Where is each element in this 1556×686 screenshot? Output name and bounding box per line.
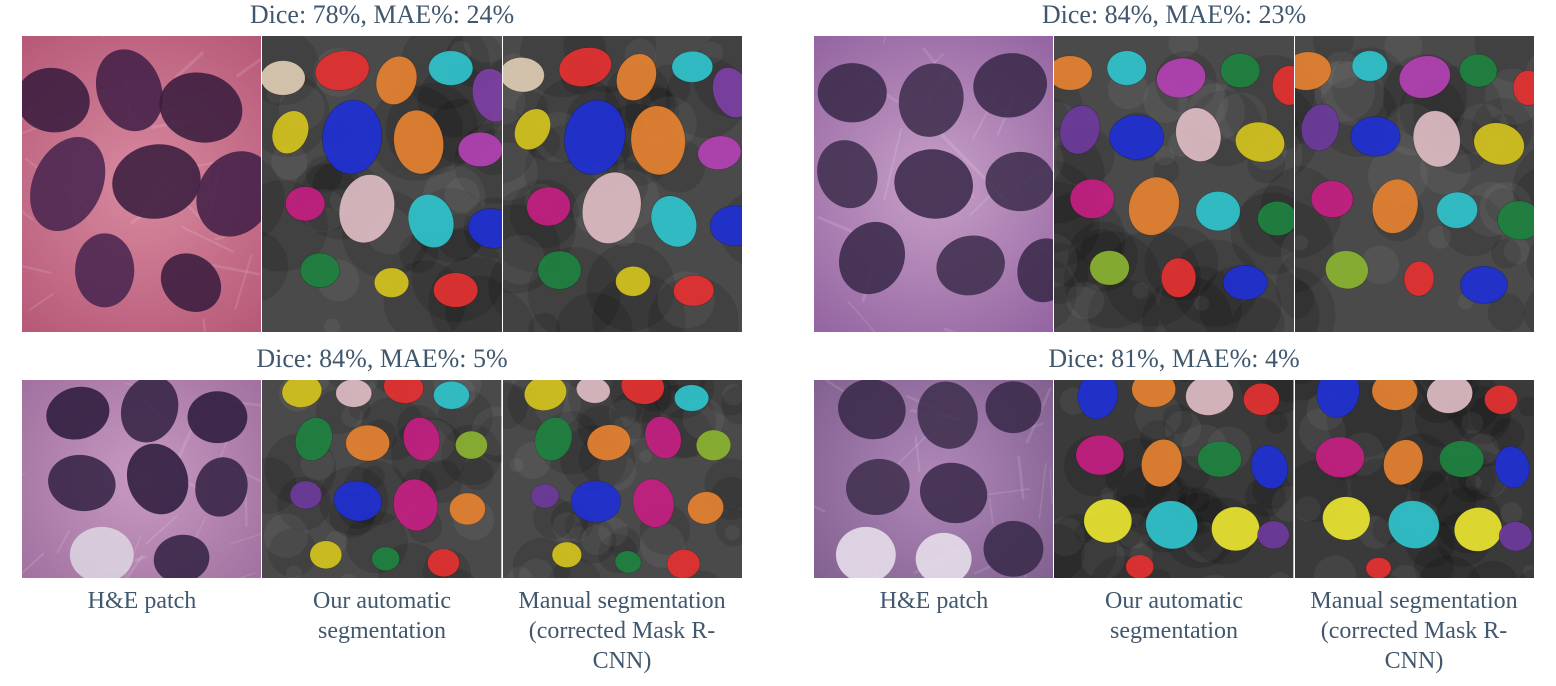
manual-seg-panel xyxy=(1295,380,1534,578)
caption-text: segmentation xyxy=(318,618,446,644)
metric-label: Dice: 78%, MAE%: 24% xyxy=(250,0,514,30)
caption-text: H&E patch xyxy=(88,588,197,614)
caption-col3: Manual segmentation (corrected Mask R-CN… xyxy=(502,586,742,676)
caption-text: H&E patch xyxy=(880,588,989,614)
column-captions: H&E patch Our automatic segmentation Man… xyxy=(22,586,742,676)
caption-col2: Our automatic segmentation xyxy=(1054,586,1294,676)
caption-col2: Our automatic segmentation xyxy=(262,586,502,676)
caption-text: (corrected Mask R-CNN) xyxy=(1321,618,1508,674)
metric-label: Dice: 84%, MAE%: 23% xyxy=(1042,0,1306,30)
caption-text: (corrected Mask R-CNN) xyxy=(529,618,716,674)
caption-text: Manual segmentation xyxy=(1310,588,1517,614)
he-patch-panel xyxy=(22,36,262,332)
metric-label: Dice: 84%, MAE%: 5% xyxy=(256,344,507,374)
manual-seg-panel xyxy=(1295,36,1534,332)
triptych xyxy=(22,380,742,578)
he-patch-panel xyxy=(814,380,1054,578)
figure-cell-0: Dice: 78%, MAE%: 24% xyxy=(22,0,742,332)
caption-text: Our automatic xyxy=(313,588,451,614)
triptych xyxy=(814,380,1534,578)
caption-col1: H&E patch xyxy=(22,586,262,676)
manual-seg-panel xyxy=(503,380,742,578)
caption-text: segmentation xyxy=(1110,618,1238,644)
caption-col3: Manual segmentation (corrected Mask R-CN… xyxy=(1294,586,1534,676)
figure-cell-2: Dice: 84%, MAE%: 5% H&E patch Our automa… xyxy=(22,344,742,676)
auto-seg-panel xyxy=(262,36,502,332)
he-patch-panel xyxy=(814,36,1054,332)
figure-cell-1: Dice: 84%, MAE%: 23% xyxy=(814,0,1534,332)
caption-text: Our automatic xyxy=(1105,588,1243,614)
triptych xyxy=(22,36,742,332)
metric-label: Dice: 81%, MAE%: 4% xyxy=(1048,344,1299,374)
figure-grid: Dice: 78%, MAE%: 24% Dice: 84%, MAE%: 23… xyxy=(0,0,1556,686)
manual-seg-panel xyxy=(503,36,742,332)
caption-col1: H&E patch xyxy=(814,586,1054,676)
auto-seg-panel xyxy=(262,380,502,578)
auto-seg-panel xyxy=(1054,36,1294,332)
caption-text: Manual segmentation xyxy=(518,588,725,614)
figure-cell-3: Dice: 81%, MAE%: 4% H&E patch Our automa… xyxy=(814,344,1534,676)
column-captions: H&E patch Our automatic segmentation Man… xyxy=(814,586,1534,676)
auto-seg-panel xyxy=(1054,380,1294,578)
triptych xyxy=(814,36,1534,332)
he-patch-panel xyxy=(22,380,262,578)
